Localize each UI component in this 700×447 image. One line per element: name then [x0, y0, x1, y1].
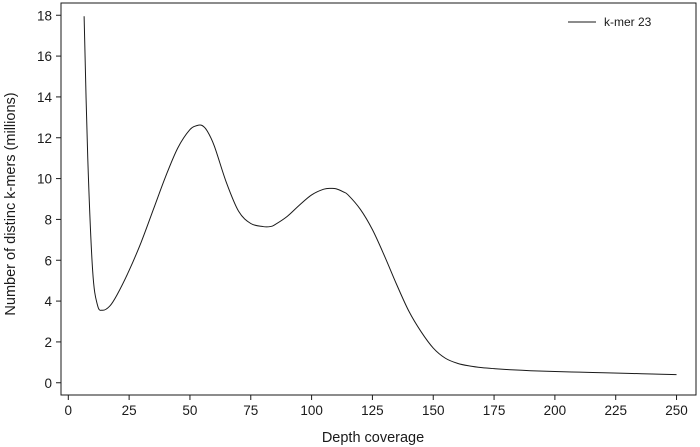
y-tick-label-6: 6 [44, 253, 52, 268]
y-axis-title: Number of distinc k-mers (millions) [3, 92, 19, 315]
y-tick-label-2: 2 [44, 335, 52, 350]
y-tick-label-12: 12 [37, 131, 52, 146]
legend: k-mer 23 [568, 15, 652, 29]
x-tick-label-250: 250 [665, 403, 688, 418]
x-tick-label-0: 0 [65, 403, 73, 418]
y-tick-label-14: 14 [37, 90, 53, 105]
x-tick-label-175: 175 [483, 403, 506, 418]
x-tick-label-125: 125 [361, 403, 384, 418]
x-tick-label-225: 225 [604, 403, 627, 418]
y-tick-label-0: 0 [44, 376, 52, 391]
series-layer [83, 16, 677, 376]
series-line-0 [83, 16, 677, 376]
x-tick-label-50: 50 [182, 403, 197, 418]
x-tick-label-200: 200 [544, 403, 567, 418]
x-tick-label-75: 75 [243, 403, 258, 418]
y-tick-label-16: 16 [37, 49, 52, 64]
y-tick-label-18: 18 [37, 8, 52, 23]
y-tick-label-10: 10 [37, 172, 52, 187]
legend-label: k-mer 23 [604, 15, 652, 29]
x-tick-label-100: 100 [300, 403, 323, 418]
y-axis: 0 2 4 6 8 10 12 14 16 18 [37, 8, 61, 391]
plot-frame [60, 2, 697, 396]
x-axis: 0 25 50 75 100 125 150 175 200 225 250 [65, 395, 688, 418]
y-tick-label-8: 8 [44, 212, 52, 227]
y-tick-label-4: 4 [44, 294, 52, 309]
x-tick-label-25: 25 [122, 403, 137, 418]
x-axis-title: Depth coverage [322, 430, 424, 446]
x-tick-label-150: 150 [422, 403, 445, 418]
